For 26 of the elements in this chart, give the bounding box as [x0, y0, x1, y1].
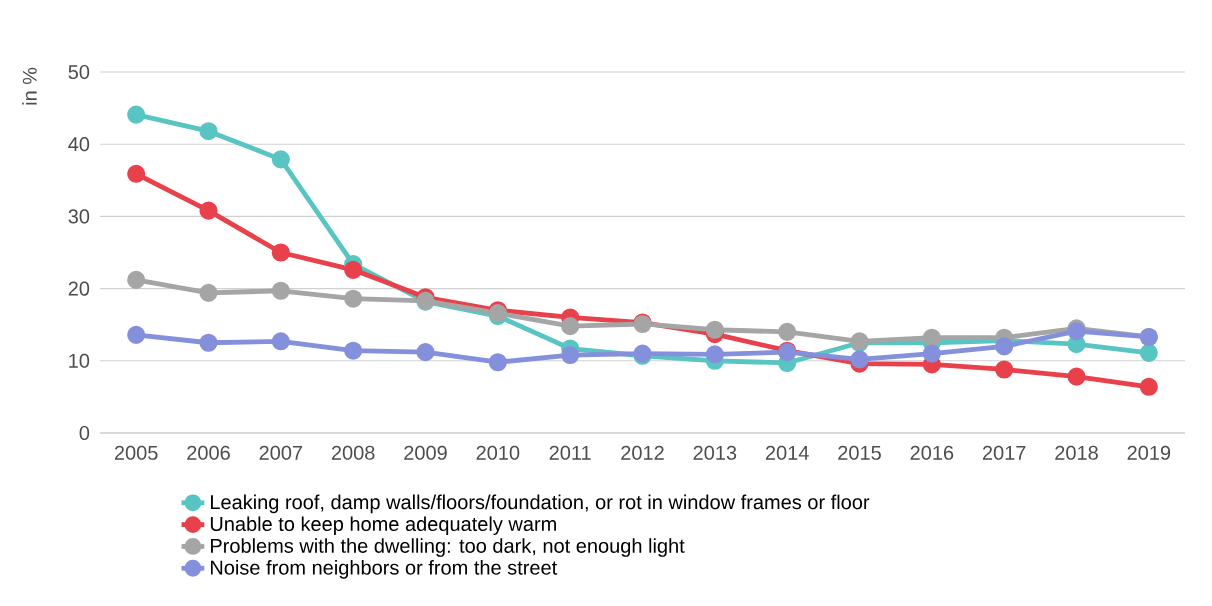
y-tick-label: 10 [69, 353, 90, 368]
x-tick-label: 2009 [404, 445, 447, 460]
x-tick-label: 2006 [187, 445, 230, 460]
x-tick-label: 2012 [621, 445, 664, 460]
x-tick-label: 2007 [259, 445, 303, 460]
x-tick-label: 2017 [982, 445, 1026, 460]
x-tick-label: 2010 [476, 445, 520, 460]
x-tick-label: 2011 [549, 445, 591, 460]
x-tick-label: 2018 [1055, 445, 1098, 460]
legend-label: Leaking roof, damp walls/floors/foundation, or rot in window frames or floor [210, 494, 870, 514]
y-tick-label: 20 [68, 281, 90, 296]
x-tick-label: 2019 [1127, 445, 1171, 460]
y-tick-label: 30 [68, 209, 90, 224]
y-axis-title: in % [22, 67, 37, 105]
y-tick-label: 40 [68, 137, 90, 152]
x-tick-label: 2015 [838, 445, 881, 460]
legend-label: Problems with the dwelling: too dark, not enough light [210, 538, 685, 557]
y-tick-label: 0 [79, 425, 90, 441]
y-tick-label: 50 [68, 64, 90, 80]
x-tick-label: 2014 [765, 445, 809, 460]
x-tick-label: 2008 [331, 445, 375, 460]
x-tick-label: 2013 [693, 445, 737, 460]
x-tick-label: 2016 [910, 445, 954, 460]
legend-label: Noise from neighbors or from the street [210, 560, 558, 579]
x-tick-label: 2005 [114, 445, 158, 460]
legend-label: Unable to keep home adequately warm [210, 516, 556, 536]
